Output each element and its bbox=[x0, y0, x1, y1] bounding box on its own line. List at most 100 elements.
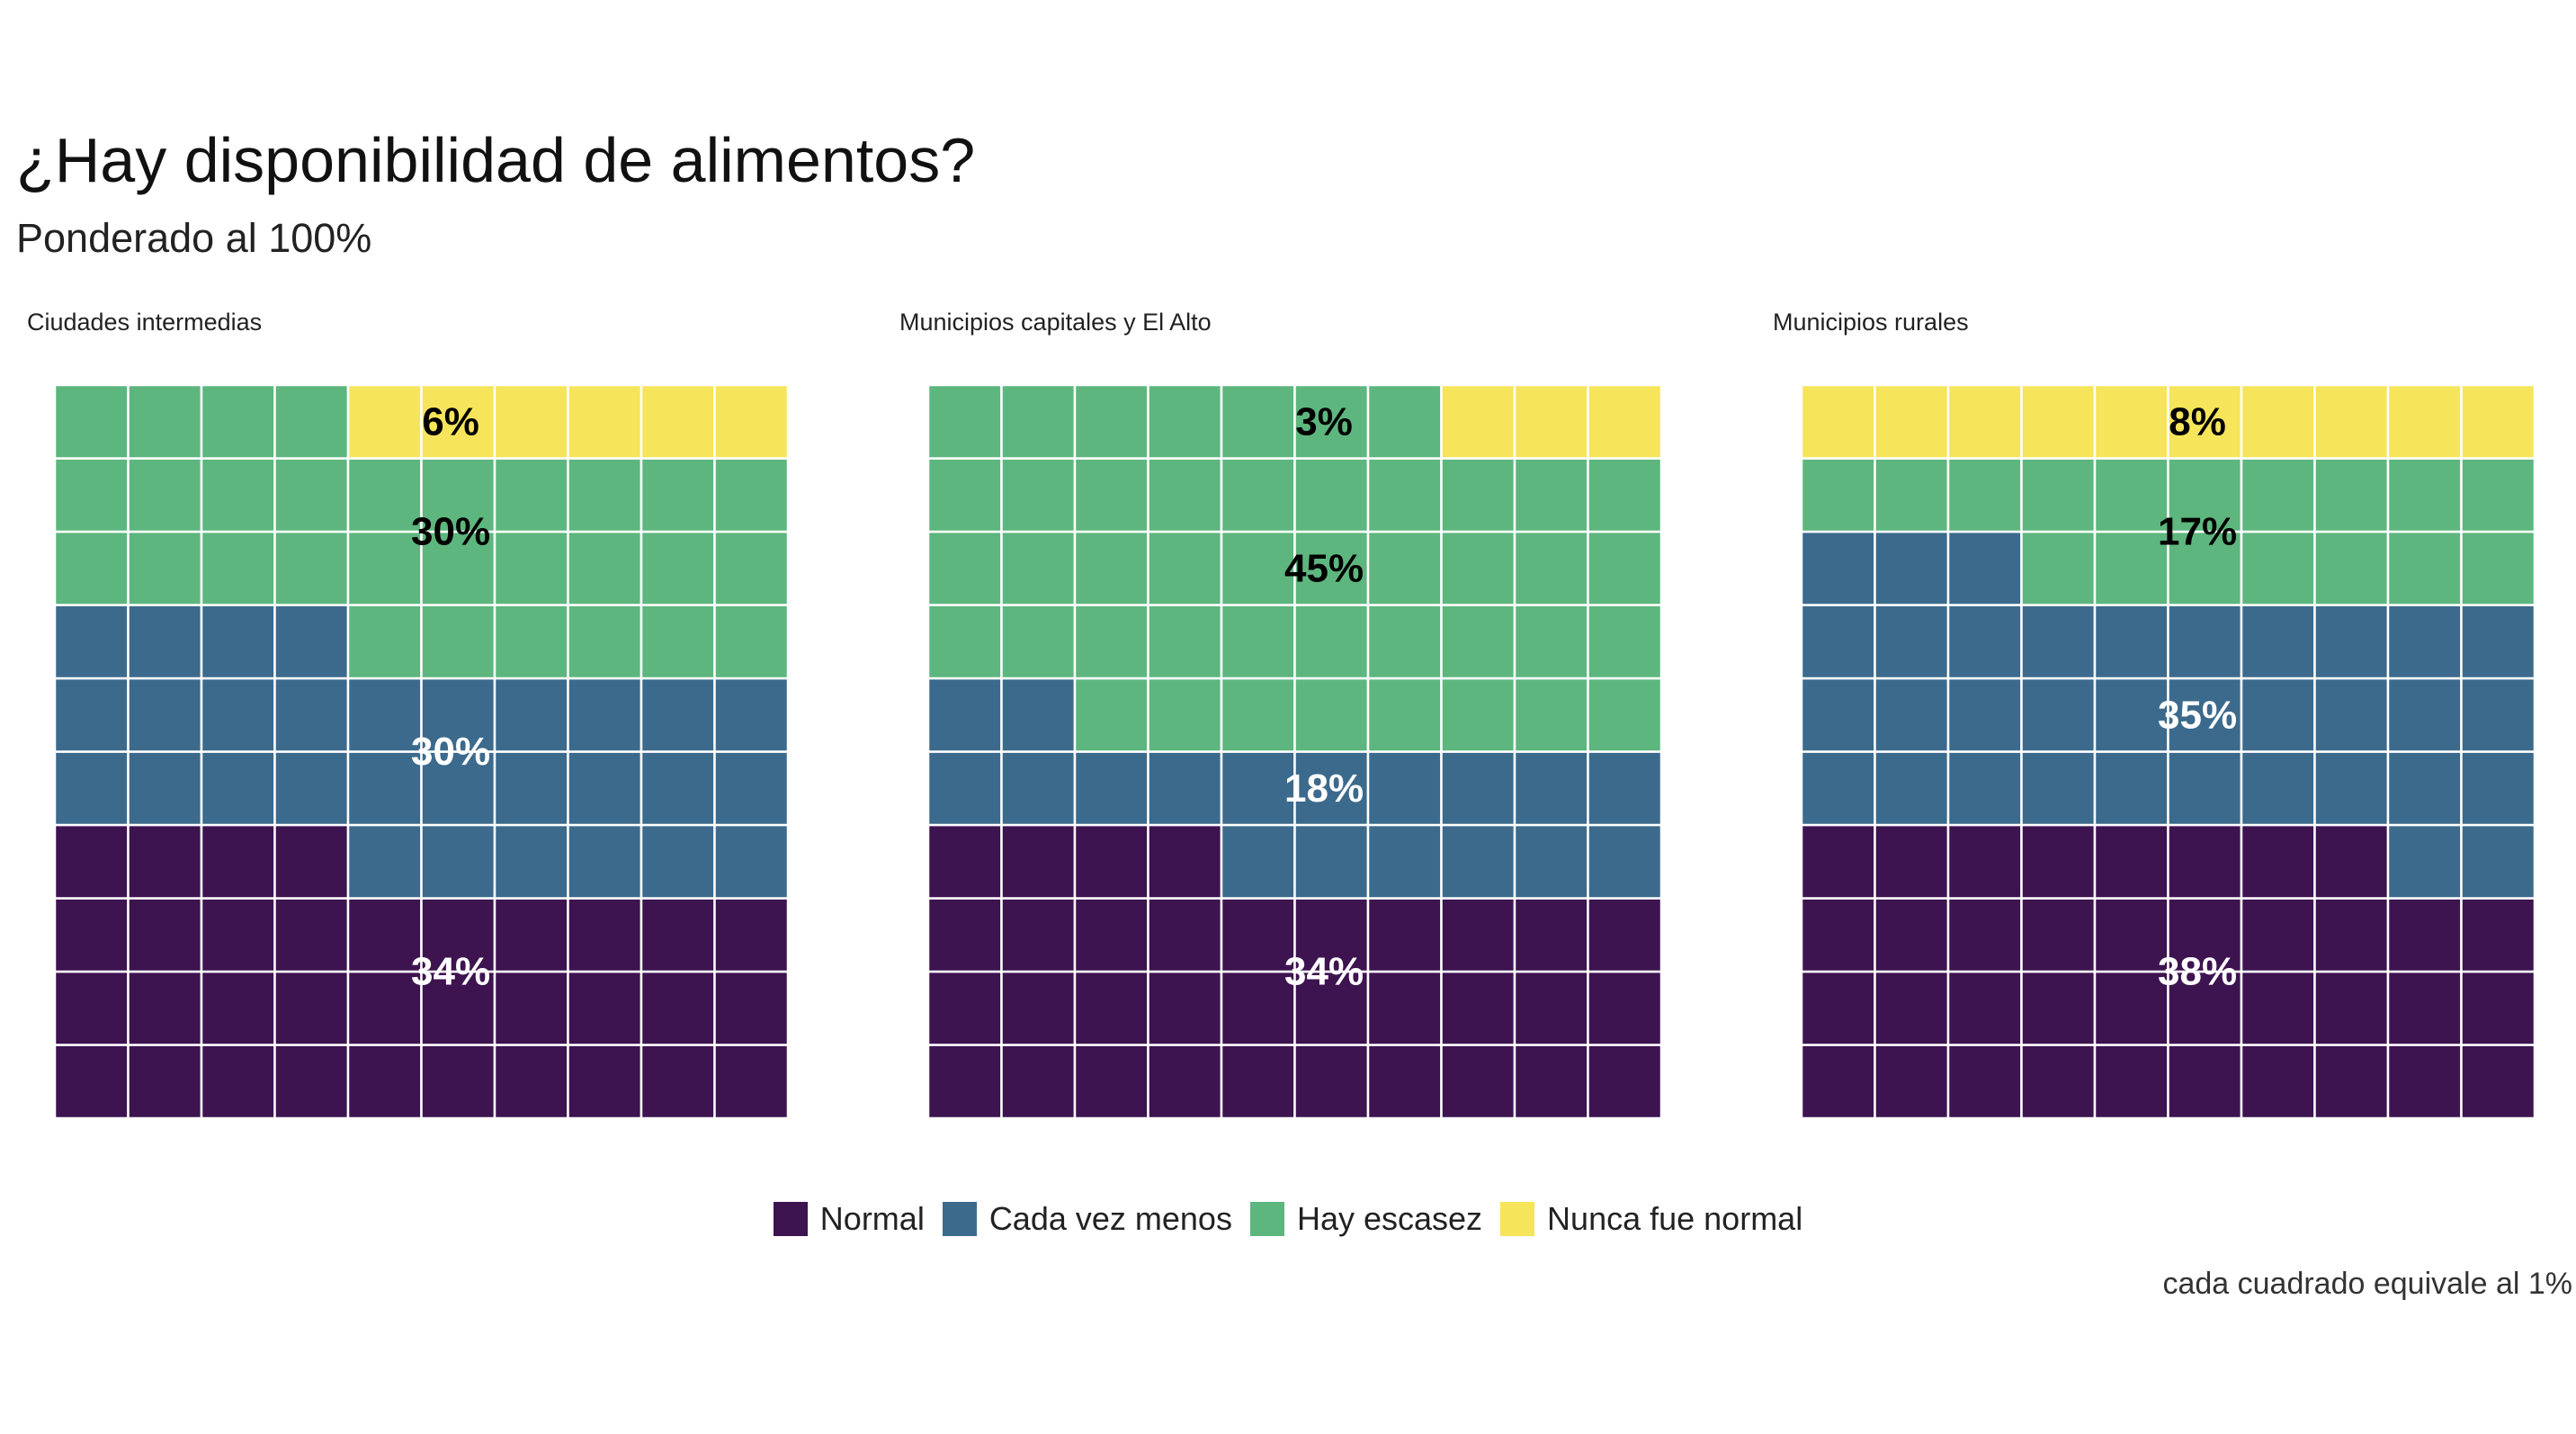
waffle-cell-cada-vez-menos bbox=[2240, 750, 2316, 827]
waffle-cell-normal bbox=[273, 823, 350, 900]
waffle-cell-cada-vez-menos bbox=[1946, 677, 2023, 753]
waffle-cell-normal bbox=[200, 1044, 276, 1120]
waffle-panel-2: 34% 18% 45% 3% bbox=[926, 383, 1663, 1120]
waffle-cell-hay-escasez bbox=[200, 457, 276, 533]
waffle-cell-normal bbox=[2093, 970, 2169, 1046]
waffle-cell-hay-escasez bbox=[2167, 530, 2243, 606]
waffle-cell-normal bbox=[2240, 970, 2316, 1046]
waffle-cell-hay-escasez bbox=[1800, 457, 1876, 533]
waffle-cell-hay-escasez bbox=[1293, 457, 1370, 533]
waffle-cell-normal bbox=[1800, 1044, 1876, 1120]
waffle-cell-normal bbox=[493, 897, 569, 973]
waffle-cell-nunca-fue-normal bbox=[567, 383, 643, 460]
waffle-cell-hay-escasez bbox=[1946, 457, 2023, 533]
waffle-cell-normal bbox=[2386, 970, 2463, 1046]
waffle-cell-cada-vez-menos bbox=[493, 677, 569, 753]
waffle-cell-normal bbox=[1946, 823, 2023, 900]
waffle-cell-hay-escasez bbox=[493, 530, 569, 606]
waffle-cell-hay-escasez bbox=[1587, 604, 1663, 680]
data-label-cada-vez-menos: 18% bbox=[1284, 766, 1364, 811]
waffle-cell-hay-escasez bbox=[1220, 677, 1296, 753]
waffle-cell-normal bbox=[1874, 823, 1950, 900]
legend-item-cada-vez-menos: Cada vez menos bbox=[942, 1200, 1232, 1238]
waffle-cell-cada-vez-menos bbox=[567, 750, 643, 827]
waffle-cell-nunca-fue-normal bbox=[2313, 383, 2390, 460]
waffle-cell-hay-escasez bbox=[2313, 530, 2390, 606]
waffle-cell-normal bbox=[420, 1044, 496, 1120]
waffle-cell-cada-vez-menos bbox=[420, 750, 496, 827]
waffle-cell-hay-escasez bbox=[1366, 457, 1443, 533]
waffle-cell-hay-escasez bbox=[1587, 677, 1663, 753]
waffle-cell-cada-vez-menos bbox=[493, 750, 569, 827]
waffle-cell-normal bbox=[127, 897, 203, 973]
waffle-cell-cada-vez-menos bbox=[1440, 750, 1516, 827]
waffle-cell-normal bbox=[2313, 823, 2390, 900]
waffle-cell-cada-vez-menos bbox=[1874, 750, 1950, 827]
waffle-cell-cada-vez-menos bbox=[2313, 750, 2390, 827]
panel-title-municipios-capitales: Municipios capitales y El Alto bbox=[899, 309, 1212, 336]
waffle-cell-cada-vez-menos bbox=[2020, 604, 2097, 680]
waffle-cell-hay-escasez bbox=[346, 457, 423, 533]
waffle-cell-cada-vez-menos bbox=[713, 677, 790, 753]
waffle-cell-normal bbox=[200, 970, 276, 1046]
legend-item-hay-escasez: Hay escasez bbox=[1249, 1200, 1482, 1238]
waffle-cell-normal bbox=[1073, 897, 1149, 973]
waffle-cell-hay-escasez bbox=[1440, 457, 1516, 533]
waffle-cell-cada-vez-menos bbox=[273, 677, 350, 753]
waffle-cell-cada-vez-menos bbox=[273, 604, 350, 680]
waffle-cell-normal bbox=[2020, 897, 2097, 973]
waffle-cell-hay-escasez bbox=[346, 604, 423, 680]
waffle-cell-cada-vez-menos bbox=[640, 750, 716, 827]
waffle-cell-cada-vez-menos bbox=[1800, 677, 1876, 753]
waffle-cell-hay-escasez bbox=[567, 530, 643, 606]
legend-swatch-hay-escasez bbox=[1249, 1202, 1284, 1236]
waffle-cell-hay-escasez bbox=[273, 530, 350, 606]
waffle-cell-cada-vez-menos bbox=[2386, 750, 2463, 827]
waffle-cell-hay-escasez bbox=[926, 383, 1003, 460]
waffle-cell-cada-vez-menos bbox=[713, 823, 790, 900]
waffle-cell-normal bbox=[640, 970, 716, 1046]
waffle-cell-hay-escasez bbox=[2240, 457, 2316, 533]
waffle-cell-normal bbox=[1147, 897, 1223, 973]
waffle-cell-hay-escasez bbox=[1000, 604, 1077, 680]
waffle-cell-nunca-fue-normal bbox=[1874, 383, 1950, 460]
waffle-cell-normal bbox=[1293, 897, 1370, 973]
waffle-cell-cada-vez-menos bbox=[420, 677, 496, 753]
waffle-cell-nunca-fue-normal bbox=[2020, 383, 2097, 460]
waffle-cell-cada-vez-menos bbox=[2460, 677, 2536, 753]
waffle-cell-cada-vez-menos bbox=[926, 677, 1003, 753]
waffle-cell-cada-vez-menos bbox=[346, 750, 423, 827]
waffle-cell-hay-escasez bbox=[2386, 457, 2463, 533]
waffle-cell-hay-escasez bbox=[1293, 677, 1370, 753]
waffle-cell-cada-vez-menos bbox=[1000, 750, 1077, 827]
waffle-cell-cada-vez-menos bbox=[1800, 530, 1876, 606]
data-label-nunca-fue-normal: 6% bbox=[422, 399, 479, 444]
waffle-cell-cada-vez-menos bbox=[2167, 750, 2243, 827]
waffle-cell-hay-escasez bbox=[1073, 457, 1149, 533]
waffle-cell-cada-vez-menos bbox=[127, 677, 203, 753]
waffle-cell-normal bbox=[53, 823, 130, 900]
waffle-cell-cada-vez-menos bbox=[1874, 530, 1950, 606]
waffle-cell-nunca-fue-normal bbox=[1800, 383, 1876, 460]
waffle-cell-hay-escasez bbox=[2240, 530, 2316, 606]
waffle-cell-cada-vez-menos bbox=[1366, 750, 1443, 827]
waffle-cell-nunca-fue-normal bbox=[2167, 383, 2243, 460]
waffle-cell-normal bbox=[2386, 897, 2463, 973]
waffle-cell-normal bbox=[2020, 1044, 2097, 1120]
waffle-charts: 34% 30% 30% 6% 34% 18% 45% 3% 38% 35% 17% 8% bbox=[53, 383, 2536, 1120]
waffle-cell-normal bbox=[127, 970, 203, 1046]
waffle-cell-normal bbox=[2167, 1044, 2243, 1120]
waffle-cell-hay-escasez bbox=[273, 383, 350, 460]
waffle-cell-normal bbox=[1000, 1044, 1077, 1120]
chart-title: ¿Hay disponibilidad de alimentos? bbox=[16, 125, 976, 195]
waffle-cell-cada-vez-menos bbox=[200, 750, 276, 827]
waffle-cell-cada-vez-menos bbox=[2167, 677, 2243, 753]
waffle-cell-normal bbox=[1147, 1044, 1223, 1120]
waffle-cell-normal bbox=[567, 970, 643, 1046]
waffle-cell-hay-escasez bbox=[1366, 383, 1443, 460]
waffle-cell-cada-vez-menos bbox=[53, 604, 130, 680]
waffle-cell-hay-escasez bbox=[1000, 383, 1077, 460]
waffle-cell-normal bbox=[2460, 897, 2536, 973]
waffle-cell-hay-escasez bbox=[53, 457, 130, 533]
waffle-cell-hay-escasez bbox=[1440, 604, 1516, 680]
